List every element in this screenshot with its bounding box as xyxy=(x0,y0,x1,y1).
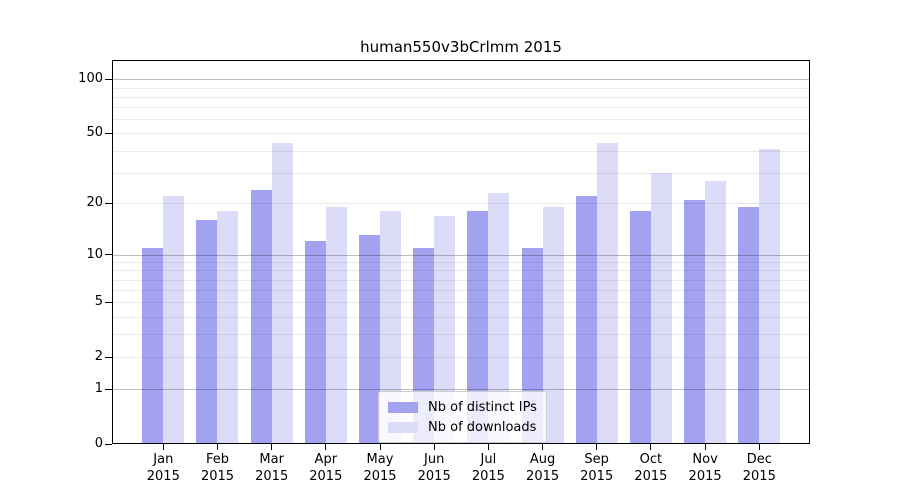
x-tick-label-jan: Jan 2015 xyxy=(146,452,180,484)
y-tick-label-50: 50 xyxy=(86,125,103,141)
legend: Nb of distinct IPs Nb of downloads xyxy=(378,391,547,443)
legend-item-distinct-ips: Nb of distinct IPs xyxy=(388,397,537,417)
bar-downloads-jan xyxy=(163,196,185,443)
bar-downloads-apr xyxy=(325,207,347,443)
y-tick-label-100: 100 xyxy=(78,71,103,87)
x-tick-label-mar: Mar 2015 xyxy=(255,452,289,484)
bar-downloads-dec xyxy=(759,148,781,443)
y-tick-label-5: 5 xyxy=(94,294,103,310)
x-tick-mar xyxy=(271,444,273,450)
x-tick-label-may: May 2015 xyxy=(363,452,397,484)
bar-downloads-oct xyxy=(650,172,672,443)
x-tick-may xyxy=(379,444,381,450)
x-tick-label-oct: Oct 2015 xyxy=(634,452,668,484)
gridline-minor-30 xyxy=(113,172,809,174)
x-tick-label-dec: Dec 2015 xyxy=(742,452,776,484)
legend-swatch-downloads xyxy=(388,421,418,433)
x-tick-label-feb: Feb 2015 xyxy=(200,452,235,484)
y-tick-label-0: 0 xyxy=(94,436,103,451)
gridline-major-100 xyxy=(113,79,809,81)
gridline-minor-70 xyxy=(113,107,809,109)
bar-distinct-ips-apr xyxy=(304,241,326,443)
y-tick-50 xyxy=(105,132,112,134)
y-tick-label-20: 20 xyxy=(86,195,103,211)
axis-spine-top xyxy=(112,60,810,61)
legend-label-downloads: Nb of downloads xyxy=(428,419,537,435)
bar-distinct-ips-mar xyxy=(250,189,272,443)
legend-item-downloads: Nb of downloads xyxy=(388,417,537,437)
x-tick-jun xyxy=(433,444,435,450)
bar-downloads-aug xyxy=(542,207,564,443)
y-tick-20 xyxy=(105,202,112,204)
y-tick-2 xyxy=(105,356,112,358)
y-tick-0 xyxy=(105,443,112,445)
gridline-minor-90 xyxy=(113,87,809,89)
y-tick-1 xyxy=(105,388,112,390)
bar-downloads-may xyxy=(380,211,402,443)
x-tick-jul xyxy=(487,444,489,450)
bar-distinct-ips-sep xyxy=(575,196,597,443)
y-tick-label-1: 1 xyxy=(94,381,103,397)
x-tick-oct xyxy=(650,444,652,450)
bar-downloads-jun xyxy=(434,215,456,443)
y-tick-label-10: 10 xyxy=(86,246,103,262)
x-tick-nov xyxy=(704,444,706,450)
chart-title: human550v3bCrlmm 2015 xyxy=(360,38,562,56)
bar-downloads-feb xyxy=(217,211,239,443)
x-tick-label-aug: Aug 2015 xyxy=(526,452,560,484)
legend-swatch-distinct-ips xyxy=(388,401,418,413)
x-tick-label-nov: Nov 2015 xyxy=(688,452,722,484)
bar-downloads-sep xyxy=(596,143,618,443)
y-tick-5 xyxy=(105,301,112,303)
bar-distinct-ips-jul xyxy=(467,211,489,443)
x-tick-apr xyxy=(325,444,327,450)
gridline-minor-60 xyxy=(113,119,809,121)
axis-spine-right xyxy=(809,60,810,444)
x-tick-aug xyxy=(542,444,544,450)
bar-distinct-ips-feb xyxy=(196,220,218,443)
x-tick-label-jun: Jun 2015 xyxy=(417,452,451,484)
x-tick-jan xyxy=(162,444,164,450)
bar-downloads-jul xyxy=(488,192,510,443)
x-tick-feb xyxy=(217,444,218,450)
x-tick-label-apr: Apr 2015 xyxy=(309,452,343,484)
y-tick-label-2: 2 xyxy=(94,349,103,365)
x-tick-label-sep: Sep 2015 xyxy=(580,452,614,484)
gridline-minor-40 xyxy=(113,150,809,152)
bar-distinct-ips-oct xyxy=(629,211,651,443)
y-tick-100 xyxy=(105,78,112,80)
bar-downloads-nov xyxy=(705,180,727,443)
gridline-minor-50 xyxy=(113,133,809,135)
bar-distinct-ips-jan xyxy=(142,247,164,443)
axis-spine-bottom xyxy=(112,443,810,444)
legend-label-distinct-ips: Nb of distinct IPs xyxy=(428,399,537,415)
plot-area: Nb of distinct IPs Nb of downloads xyxy=(105,60,810,450)
x-tick-dec xyxy=(758,444,760,450)
bar-distinct-ips-nov xyxy=(684,199,706,443)
axis-spine-left xyxy=(112,60,113,444)
x-tick-sep xyxy=(596,444,598,450)
y-tick-10 xyxy=(105,254,112,255)
bar-distinct-ips-dec xyxy=(738,207,760,443)
bar-downloads-mar xyxy=(271,143,293,443)
bar-distinct-ips-may xyxy=(359,235,381,443)
gridline-minor-80 xyxy=(113,96,809,98)
x-tick-label-jul: Jul 2015 xyxy=(471,452,505,484)
